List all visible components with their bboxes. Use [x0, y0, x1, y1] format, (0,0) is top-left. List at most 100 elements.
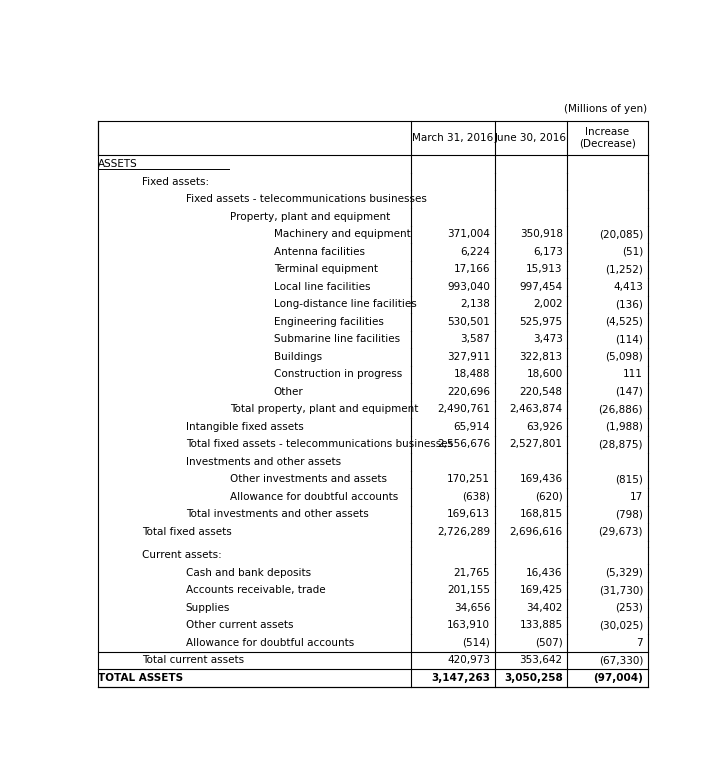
Text: Intangible fixed assets: Intangible fixed assets — [185, 422, 303, 432]
Text: (30,025): (30,025) — [599, 621, 643, 630]
Text: (798): (798) — [615, 510, 643, 519]
Text: Investments and other assets: Investments and other assets — [185, 457, 341, 467]
Text: 220,548: 220,548 — [520, 387, 563, 397]
Text: (28,875): (28,875) — [598, 439, 643, 449]
Text: ASSETS: ASSETS — [97, 159, 137, 169]
Text: 65,914: 65,914 — [454, 422, 490, 432]
Text: Antenna facilities: Antenna facilities — [273, 247, 365, 256]
Text: Total fixed assets: Total fixed assets — [142, 527, 231, 537]
Text: (620): (620) — [535, 492, 563, 502]
Text: Fixed assets - telecommunications businesses: Fixed assets - telecommunications busine… — [185, 194, 427, 204]
Text: Property, plant and equipment: Property, plant and equipment — [230, 212, 390, 221]
Text: 3,147,263: 3,147,263 — [431, 673, 490, 683]
Text: Other current assets: Other current assets — [185, 621, 293, 630]
Text: Total property, plant and equipment: Total property, plant and equipment — [230, 404, 418, 414]
Text: (815): (815) — [615, 475, 643, 484]
Text: Submarine line facilities: Submarine line facilities — [273, 334, 400, 344]
Text: 169,425: 169,425 — [520, 585, 563, 595]
Text: Supplies: Supplies — [185, 603, 230, 613]
Text: 15,913: 15,913 — [526, 264, 563, 274]
Text: (147): (147) — [615, 387, 643, 397]
Text: Other: Other — [273, 387, 303, 397]
Text: 17: 17 — [630, 492, 643, 502]
Text: 2,002: 2,002 — [533, 299, 563, 309]
Text: TOTAL ASSETS: TOTAL ASSETS — [97, 673, 182, 683]
Text: 6,224: 6,224 — [460, 247, 490, 256]
Text: Long-distance line facilities: Long-distance line facilities — [273, 299, 417, 309]
Text: 993,040: 993,040 — [447, 282, 490, 292]
Text: 6,173: 6,173 — [533, 247, 563, 256]
Text: (51): (51) — [622, 247, 643, 256]
Text: (67,330): (67,330) — [598, 656, 643, 665]
Text: 2,696,616: 2,696,616 — [510, 527, 563, 537]
Text: 201,155: 201,155 — [447, 585, 490, 595]
Text: 16,436: 16,436 — [526, 568, 563, 578]
Text: (Millions of yen): (Millions of yen) — [564, 104, 648, 114]
Text: 997,454: 997,454 — [520, 282, 563, 292]
Text: 34,402: 34,402 — [526, 603, 563, 613]
Text: (507): (507) — [535, 638, 563, 648]
Text: Local line facilities: Local line facilities — [273, 282, 370, 292]
Text: (4,525): (4,525) — [605, 317, 643, 327]
Text: June 30, 2016: June 30, 2016 — [495, 133, 567, 143]
Text: 7: 7 — [636, 638, 643, 648]
Text: 17,166: 17,166 — [454, 264, 490, 274]
Text: (638): (638) — [462, 492, 490, 502]
Text: (5,329): (5,329) — [605, 568, 643, 578]
Text: 168,815: 168,815 — [520, 510, 563, 519]
Text: 3,587: 3,587 — [460, 334, 490, 344]
Text: 111: 111 — [623, 369, 643, 379]
Text: (253): (253) — [615, 603, 643, 613]
Text: Allowance for doubtful accounts: Allowance for doubtful accounts — [230, 492, 398, 502]
Text: Allowance for doubtful accounts: Allowance for doubtful accounts — [185, 638, 354, 648]
Text: Total current assets: Total current assets — [142, 656, 244, 665]
Text: 2,556,676: 2,556,676 — [437, 439, 490, 449]
Text: 2,527,801: 2,527,801 — [510, 439, 563, 449]
Text: 63,926: 63,926 — [526, 422, 563, 432]
Text: Other investments and assets: Other investments and assets — [230, 475, 387, 484]
Text: 350,918: 350,918 — [520, 229, 563, 239]
Text: Fixed assets:: Fixed assets: — [142, 176, 209, 186]
Text: 2,463,874: 2,463,874 — [510, 404, 563, 414]
Text: 327,911: 327,911 — [447, 352, 490, 362]
Text: (5,098): (5,098) — [606, 352, 643, 362]
Text: (1,988): (1,988) — [605, 422, 643, 432]
Text: (26,886): (26,886) — [598, 404, 643, 414]
Text: Construction in progress: Construction in progress — [273, 369, 402, 379]
Text: 163,910: 163,910 — [447, 621, 490, 630]
Text: 133,885: 133,885 — [520, 621, 563, 630]
Text: Buildings: Buildings — [273, 352, 322, 362]
Text: March 31, 2016: March 31, 2016 — [412, 133, 494, 143]
Text: 3,473: 3,473 — [533, 334, 563, 344]
Text: 169,436: 169,436 — [520, 475, 563, 484]
Text: 2,726,289: 2,726,289 — [437, 527, 490, 537]
Text: (1,252): (1,252) — [605, 264, 643, 274]
Text: 18,488: 18,488 — [454, 369, 490, 379]
Text: 530,501: 530,501 — [447, 317, 490, 327]
Text: 353,642: 353,642 — [520, 656, 563, 665]
Text: 18,600: 18,600 — [526, 369, 563, 379]
Text: 4,413: 4,413 — [613, 282, 643, 292]
Text: 525,975: 525,975 — [520, 317, 563, 327]
Text: 170,251: 170,251 — [447, 475, 490, 484]
Text: Current assets:: Current assets: — [142, 550, 222, 560]
Text: (20,085): (20,085) — [599, 229, 643, 239]
Text: 371,004: 371,004 — [447, 229, 490, 239]
Text: Total investments and other assets: Total investments and other assets — [185, 510, 369, 519]
Text: Machinery and equipment: Machinery and equipment — [273, 229, 410, 239]
Text: Total fixed assets - telecommunications businesses: Total fixed assets - telecommunications … — [185, 439, 453, 449]
Text: 21,765: 21,765 — [454, 568, 490, 578]
Text: Increase
(Decrease): Increase (Decrease) — [579, 127, 636, 149]
Text: (114): (114) — [615, 334, 643, 344]
Text: 420,973: 420,973 — [447, 656, 490, 665]
Text: 322,813: 322,813 — [520, 352, 563, 362]
Text: 2,138: 2,138 — [460, 299, 490, 309]
Text: 2,490,761: 2,490,761 — [437, 404, 490, 414]
Text: (29,673): (29,673) — [598, 527, 643, 537]
Text: 169,613: 169,613 — [447, 510, 490, 519]
Text: Accounts receivable, trade: Accounts receivable, trade — [185, 585, 325, 595]
Text: 34,656: 34,656 — [454, 603, 490, 613]
Text: Cash and bank deposits: Cash and bank deposits — [185, 568, 310, 578]
Text: Terminal equipment: Terminal equipment — [273, 264, 377, 274]
Text: (514): (514) — [462, 638, 490, 648]
